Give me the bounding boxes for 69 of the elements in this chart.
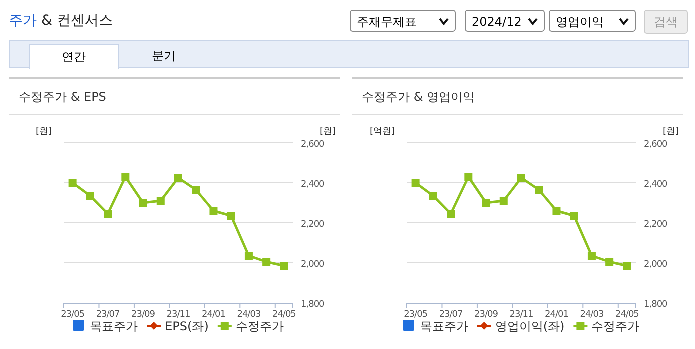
chart-title: 수정주가 & 영업이익 <box>362 90 475 104</box>
x-tick-label: 24/03 <box>237 310 261 320</box>
point <box>244 252 253 260</box>
text: 분기 <box>151 48 177 65</box>
legend-label: 수정주가 <box>236 320 284 334</box>
point <box>552 207 561 215</box>
point <box>518 174 526 182</box>
point <box>588 252 596 260</box>
text: 검색 <box>644 10 688 34</box>
legend-label: 목표주가 <box>420 320 468 334</box>
point <box>210 207 218 215</box>
point <box>447 210 456 218</box>
point <box>482 199 490 207</box>
x-tick-label: 23/05 <box>61 310 85 320</box>
text: 2024/12 <box>465 10 545 32</box>
text: 연간 <box>29 44 119 69</box>
x-tick-label: 24/01 <box>545 310 568 320</box>
point <box>412 179 420 187</box>
point <box>429 192 438 200</box>
point <box>500 197 508 205</box>
y2-tick-label: 2,400 <box>644 180 668 190</box>
y2-tick-label: 2,600 <box>301 140 326 150</box>
x-tick-label: 24/03 <box>580 310 604 320</box>
chart-title: 수정주가 & EPS <box>19 90 106 104</box>
point <box>535 186 544 194</box>
y-axis-title: [원] <box>36 127 52 137</box>
point <box>122 173 130 181</box>
point <box>68 179 77 187</box>
legend-label: 영업이익(좌) <box>495 320 565 334</box>
y2-tick-label: 2,200 <box>301 220 326 230</box>
point <box>570 212 578 220</box>
y2-tick-label: 2,000 <box>301 260 326 270</box>
point <box>86 192 94 200</box>
x-tick-label: 23/05 <box>404 310 428 320</box>
x-tick-label: 24/05 <box>615 310 639 320</box>
y2-tick-label: 1,800 <box>644 300 668 310</box>
y2-tick-label: 1,800 <box>301 300 326 310</box>
y2-tick-label: 2,200 <box>644 220 668 230</box>
text: 주가 & 컨센서스 <box>9 12 113 30</box>
y2-axis-title: [원] <box>320 127 336 137</box>
point <box>623 262 632 270</box>
y-axis-title: [억원] <box>370 127 395 137</box>
x-tick-label: 23/07 <box>96 310 120 320</box>
y2-tick-label: 2,400 <box>301 180 326 190</box>
point <box>464 173 473 181</box>
point <box>174 174 182 182</box>
x-tick-label: 24/05 <box>272 310 296 320</box>
x-tick-label: 23/09 <box>132 310 156 320</box>
legend-label: EPS(좌) <box>165 320 209 334</box>
point <box>139 199 148 207</box>
y2-tick-label: 2,600 <box>644 140 668 150</box>
point <box>156 197 165 205</box>
text: 영업이익 <box>549 10 636 32</box>
x-tick-label: 24/01 <box>202 310 226 320</box>
point <box>262 258 271 266</box>
x-tick-label: 23/11 <box>510 310 534 320</box>
legend-label: 수정주가 <box>592 320 640 334</box>
point <box>227 212 236 220</box>
point <box>104 210 112 218</box>
y2-axis-title: [원] <box>662 127 679 137</box>
x-tick-label: 23/11 <box>166 310 190 320</box>
x-tick-label: 23/07 <box>439 310 463 320</box>
point <box>280 262 288 270</box>
point <box>606 258 614 266</box>
text: 주재무제표 <box>350 10 456 32</box>
x-tick-label: 23/09 <box>474 310 499 320</box>
legend-label: 목표주가 <box>90 320 138 334</box>
y2-tick-label: 2,000 <box>644 260 668 270</box>
point <box>192 186 200 194</box>
